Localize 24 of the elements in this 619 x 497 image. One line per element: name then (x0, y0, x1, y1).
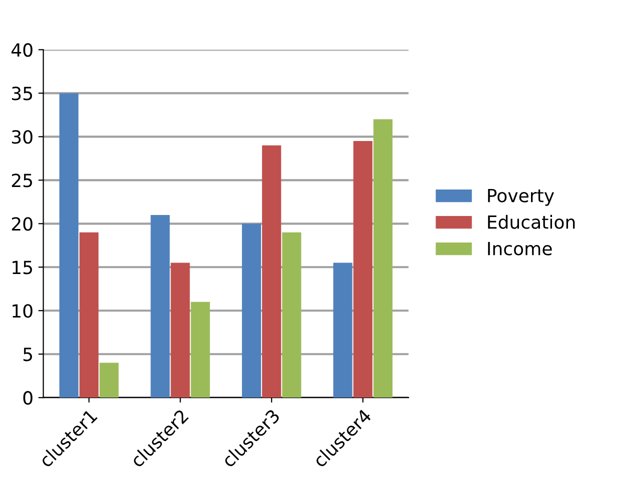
y-tick-label: 35 (12, 86, 32, 100)
legend-label: Income (488, 242, 552, 256)
y-tick-label: 10 (12, 304, 32, 318)
bar (373, 119, 393, 398)
bar (100, 362, 119, 398)
bar (79, 232, 99, 398)
bar (353, 141, 372, 398)
bar (170, 262, 190, 398)
legend-label: Poverty (488, 188, 554, 206)
bar (262, 145, 282, 398)
legend-label: Education (488, 214, 575, 229)
y-tick-label: 25 (12, 174, 32, 188)
y-tick-label: 0 (23, 391, 32, 405)
y-tick-label: 5 (24, 348, 32, 362)
bar (59, 93, 78, 398)
bar (333, 262, 352, 398)
y-tick-label: 15 (12, 260, 32, 274)
bar (150, 214, 170, 398)
bar (282, 232, 302, 398)
bar (242, 224, 262, 398)
bar (190, 302, 210, 398)
y-tick-label: 20 (12, 217, 32, 231)
y-tick-label: 30 (12, 130, 32, 144)
y-tick-label: 40 (12, 43, 32, 57)
